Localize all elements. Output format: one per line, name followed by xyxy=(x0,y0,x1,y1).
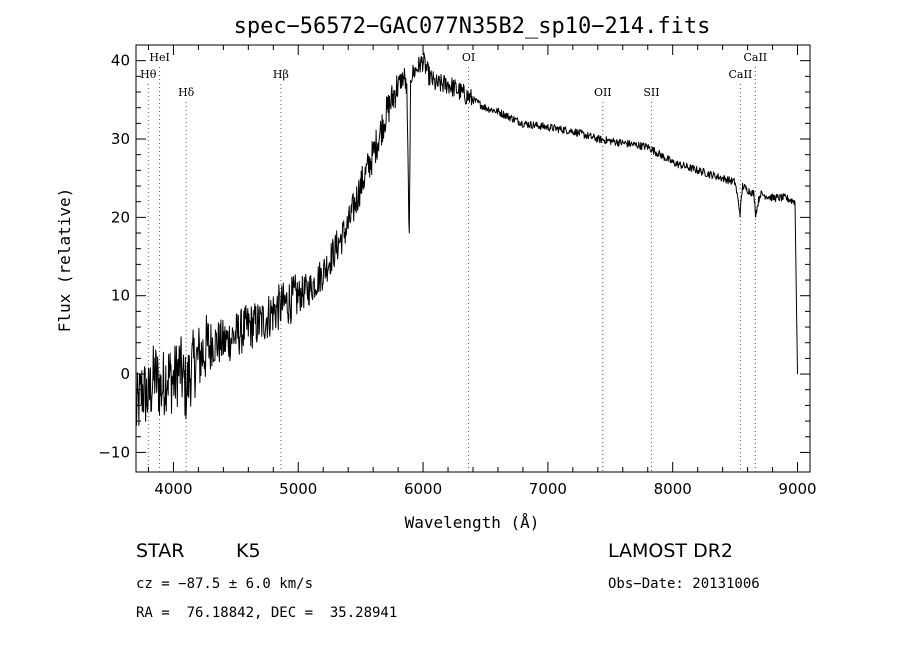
object-subclass: K5 xyxy=(236,540,261,562)
spectrum-series-0 xyxy=(135,52,798,426)
chart-title: spec−56572−GAC077N35B2_sp10−214.fits xyxy=(234,14,711,39)
y-axis-label: Flux (relative) xyxy=(55,188,74,333)
spectral-line-label-4: OI xyxy=(462,51,475,64)
spectral-line-label-0: Hθ xyxy=(140,68,157,81)
y-tick-label-4: 30 xyxy=(111,130,130,148)
x-tick-label-0: 4000 xyxy=(154,480,192,498)
velocity-readout: cz = −87.5 ± 6.0 km/s xyxy=(136,576,314,592)
spectral-line-label-7: CaII xyxy=(729,68,753,81)
spectral-line-label-2: Hδ xyxy=(178,86,195,99)
coordinates-readout: RA = 76.18842, DEC = 35.28941 xyxy=(136,605,398,621)
plot-area: Hθ HeI Hδ Hβ OI OII SII CaII CaII 4000 5000 6000 700… xyxy=(98,44,817,498)
x-tick-label-2: 6000 xyxy=(404,480,442,498)
x-tick-label-5: 9000 xyxy=(778,480,816,498)
spectral-line-label-5: OII xyxy=(594,86,612,99)
x-tick-label-3: 7000 xyxy=(529,480,567,498)
y-tick-label-5: 40 xyxy=(111,52,130,70)
y-tick-label-3: 20 xyxy=(111,208,130,226)
object-class: STAR xyxy=(136,540,185,562)
y-tick-label-2: 10 xyxy=(111,287,130,305)
observation-date: Obs−Date: 20131006 xyxy=(608,576,760,592)
y-tick-label-1: 0 xyxy=(120,365,130,383)
spectral-line-label-3: Hβ xyxy=(273,68,289,81)
spectral-line-label-8: CaII xyxy=(743,51,767,64)
y-tick-label-0: −10 xyxy=(98,443,130,461)
x-axis-label: Wavelength (Å) xyxy=(405,513,540,532)
spectral-line-label-6: SII xyxy=(643,86,659,99)
x-tick-label-4: 8000 xyxy=(654,480,692,498)
survey-name: LAMOST DR2 xyxy=(608,540,733,562)
spectral-line-label-1: HeI xyxy=(149,51,169,64)
plot-frame xyxy=(135,44,811,473)
x-tick-label-1: 5000 xyxy=(279,480,317,498)
